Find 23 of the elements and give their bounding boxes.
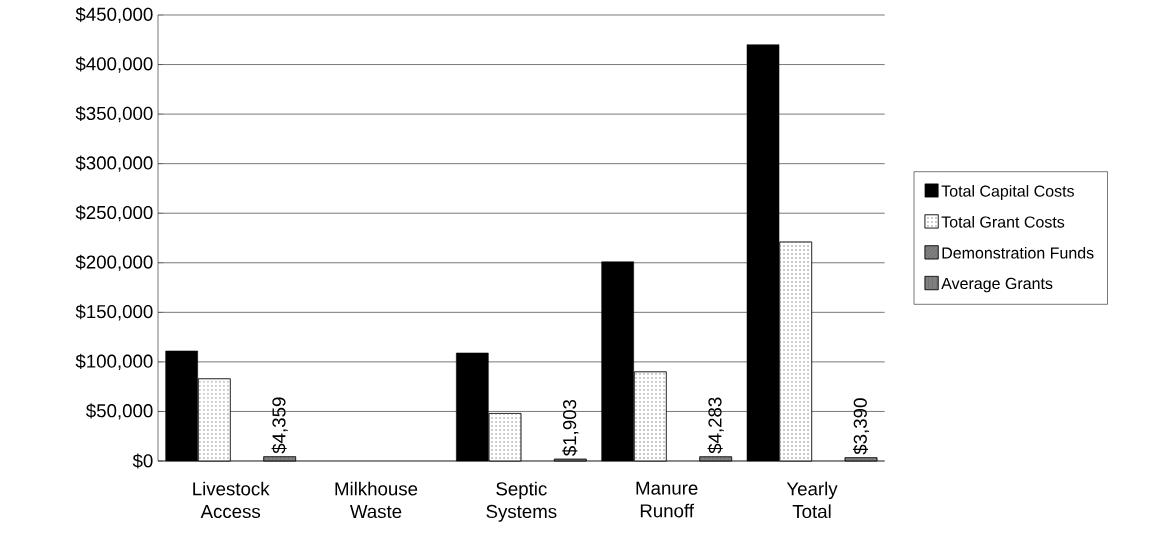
x-tick-label: Septic Systems xyxy=(486,481,557,522)
data-label: $1,903 xyxy=(562,399,579,456)
legend-label: Total Grant Costs xyxy=(941,215,1065,228)
legend-label: Total Capital Costs xyxy=(941,185,1074,200)
y-tick-label: $0 xyxy=(132,453,153,469)
x-tick-label: Livestock Access xyxy=(193,481,270,519)
y-tick-label: $50,000 xyxy=(86,403,153,420)
data-label: $4,359 xyxy=(271,397,288,454)
data-label: $4,283 xyxy=(707,397,724,454)
x-tick-label: Manure Runoff xyxy=(636,481,698,518)
y-tick-label: $200,000 xyxy=(75,254,153,271)
y-tick-label: $250,000 xyxy=(75,205,153,222)
y-tick-label: $450,000 xyxy=(75,6,153,24)
y-tick-label: $300,000 xyxy=(75,155,153,172)
legend-label: Average Grants xyxy=(941,277,1053,293)
x-tick-label: Yearly Total xyxy=(786,481,838,519)
data-label: $3,390 xyxy=(852,398,870,455)
y-tick-label: $350,000 xyxy=(75,106,153,123)
y-tick-label: $150,000 xyxy=(75,304,153,321)
y-tick-label: $100,000 xyxy=(75,353,153,370)
x-tick-label: Milkhouse Waste xyxy=(335,481,418,519)
legend-label: Demonstration Funds xyxy=(942,246,1094,259)
y-tick-label: $400,000 xyxy=(75,56,153,73)
